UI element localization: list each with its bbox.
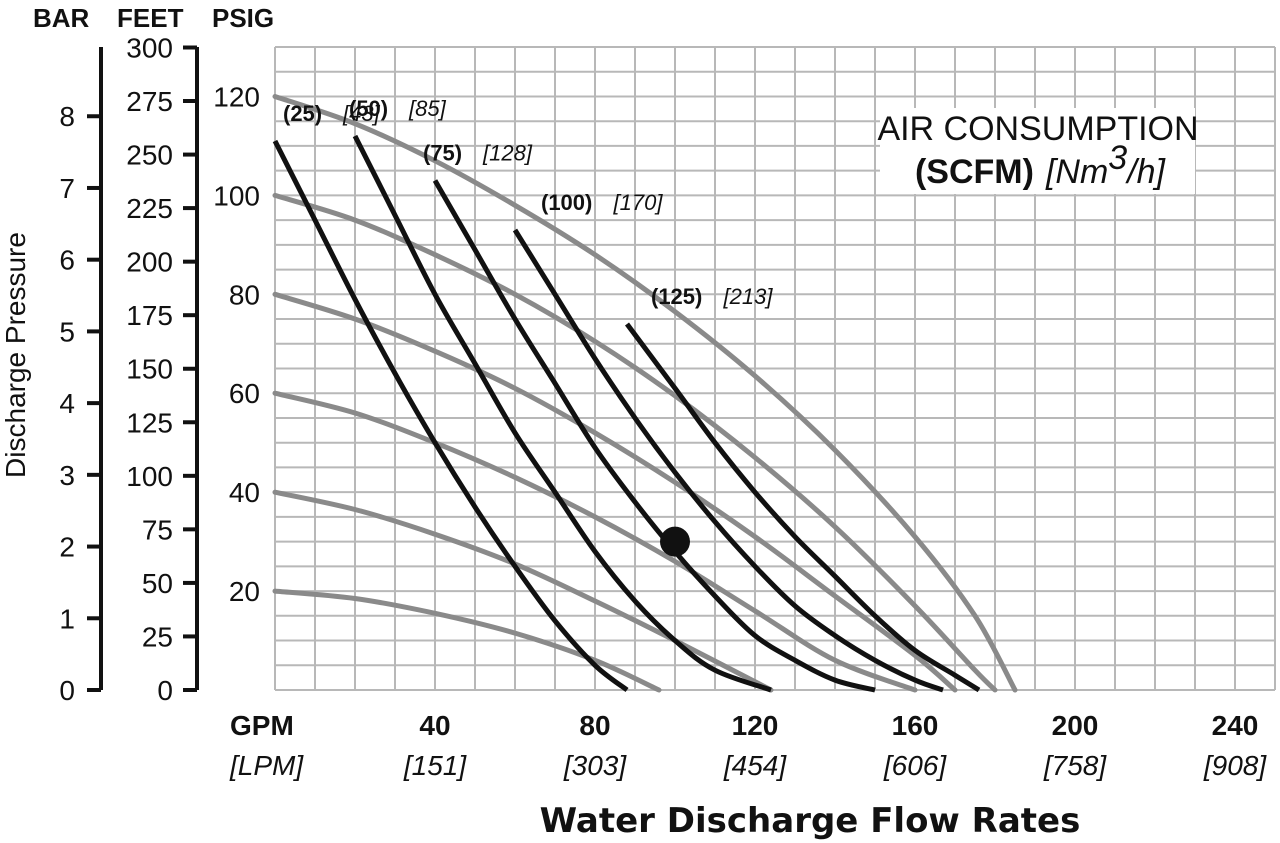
bar-tick-label: 2 bbox=[59, 532, 75, 563]
air-consumption-curve bbox=[624, 322, 981, 693]
x-axis-title: Water Discharge Flow Rates bbox=[540, 801, 1081, 841]
x-tick-label-lpm: [606] bbox=[883, 750, 947, 781]
x-tick-label: 200 bbox=[1052, 710, 1099, 741]
feet-tick-label: 75 bbox=[142, 514, 173, 545]
air-consumption-label: (25) bbox=[283, 101, 322, 126]
feet-tick-label: 200 bbox=[126, 247, 173, 278]
air-consumption-curve bbox=[432, 179, 876, 693]
psig-tick-label: 80 bbox=[229, 279, 260, 310]
feet-tick-label: 125 bbox=[126, 407, 173, 438]
x-tick-label: 160 bbox=[892, 710, 939, 741]
feet-tick-label: 50 bbox=[142, 568, 173, 599]
legend-background bbox=[880, 108, 1195, 194]
psig-axis-header: PSIG bbox=[212, 3, 274, 33]
air-consumption-label-metric: [170] bbox=[613, 190, 664, 215]
psig-tick-label: 20 bbox=[229, 576, 260, 607]
chart-labels: 40 [151] 80 [303] 120 [454] 160 [606] 200 [758] 24… bbox=[283, 96, 1267, 781]
bar-axis-header: BAR bbox=[33, 3, 90, 33]
feet-tick-label: 175 bbox=[126, 300, 173, 331]
air-consumption-label: (50) bbox=[349, 96, 388, 121]
feet-tick-label: 225 bbox=[126, 193, 173, 224]
axes-group: 0123456780255075100125150175200225250275… bbox=[59, 32, 276, 706]
feet-tick-label: 300 bbox=[126, 32, 173, 63]
feet-tick-label: 275 bbox=[126, 86, 173, 117]
air-consumption-label: (100) bbox=[541, 190, 592, 215]
air-pressure-curve bbox=[272, 192, 998, 693]
bar-tick-label: 5 bbox=[59, 316, 75, 347]
bar-tick-label: 0 bbox=[59, 675, 75, 706]
air-consumption-label: (125) bbox=[651, 284, 702, 309]
operating-point-marker bbox=[660, 526, 690, 557]
air-pressure-curve bbox=[272, 94, 1018, 693]
legend-units-scfm: (SCFM) bbox=[915, 153, 1034, 191]
feet-tick-label: 0 bbox=[157, 675, 173, 706]
feet-tick-label: 25 bbox=[142, 621, 173, 652]
x-unit-label-alt: [LPM] bbox=[229, 750, 304, 781]
feet-tick-label: 100 bbox=[126, 461, 173, 492]
feet-tick-label: 250 bbox=[126, 140, 173, 171]
psig-tick-label: 40 bbox=[229, 477, 260, 508]
bar-tick-label: 4 bbox=[59, 388, 75, 419]
psig-tick-label: 100 bbox=[213, 180, 260, 211]
air-pressure-curves bbox=[272, 94, 1018, 693]
air-consumption-curves bbox=[272, 134, 981, 693]
air-pressure-curve bbox=[272, 291, 958, 693]
bar-tick-label: 1 bbox=[59, 603, 75, 634]
plot-grid bbox=[274, 46, 1276, 691]
y-axis-title: Discharge Pressure bbox=[0, 232, 31, 478]
x-tick-label: 40 bbox=[419, 710, 450, 741]
feet-tick-label: 150 bbox=[126, 354, 173, 385]
air-consumption-label-metric: [85] bbox=[408, 96, 447, 121]
x-tick-label-lpm: [454] bbox=[723, 750, 787, 781]
x-tick-label: 240 bbox=[1212, 710, 1259, 741]
air-consumption-curve bbox=[272, 139, 629, 693]
legend-units-nm3h-pre: [Nm bbox=[1045, 153, 1108, 191]
legend-units-nm3h-post: /h] bbox=[1125, 153, 1166, 191]
air-pressure-curve bbox=[272, 390, 918, 693]
air-consumption-label-metric: [213] bbox=[723, 284, 774, 309]
legend-units-sup: 3 bbox=[1108, 139, 1127, 177]
air-consumption-label-metric: [43] bbox=[342, 101, 381, 126]
x-tick-label: 80 bbox=[579, 710, 610, 741]
psig-tick-label: 60 bbox=[229, 378, 260, 409]
x-tick-label: 120 bbox=[732, 710, 779, 741]
air-consumption-curve bbox=[512, 228, 944, 693]
bar-tick-label: 8 bbox=[59, 101, 75, 132]
x-tick-label-lpm: [303] bbox=[563, 750, 627, 781]
bar-tick-label: 6 bbox=[59, 245, 75, 276]
legend-title: AIR CONSUMPTION bbox=[877, 110, 1198, 148]
air-consumption-label-metric: [128] bbox=[482, 141, 533, 166]
feet-axis-header: FEET bbox=[117, 3, 184, 33]
air-pressure-curve bbox=[272, 588, 662, 693]
x-unit-label: GPM bbox=[230, 710, 294, 741]
bar-tick-label: 3 bbox=[59, 460, 75, 491]
air-consumption-label: (75) bbox=[423, 141, 462, 166]
psig-tick-label: 120 bbox=[213, 81, 260, 112]
air-consumption-curve bbox=[352, 134, 772, 693]
bar-tick-label: 7 bbox=[59, 173, 75, 204]
legend-units: (SCFM) [Nm3/h] bbox=[915, 139, 1167, 191]
x-tick-label-lpm: [908] bbox=[1203, 750, 1267, 781]
x-tick-label-lpm: [151] bbox=[403, 750, 467, 781]
legend: AIR CONSUMPTION (SCFM) [Nm3/h] bbox=[877, 108, 1199, 194]
x-tick-label-lpm: [758] bbox=[1043, 750, 1107, 781]
